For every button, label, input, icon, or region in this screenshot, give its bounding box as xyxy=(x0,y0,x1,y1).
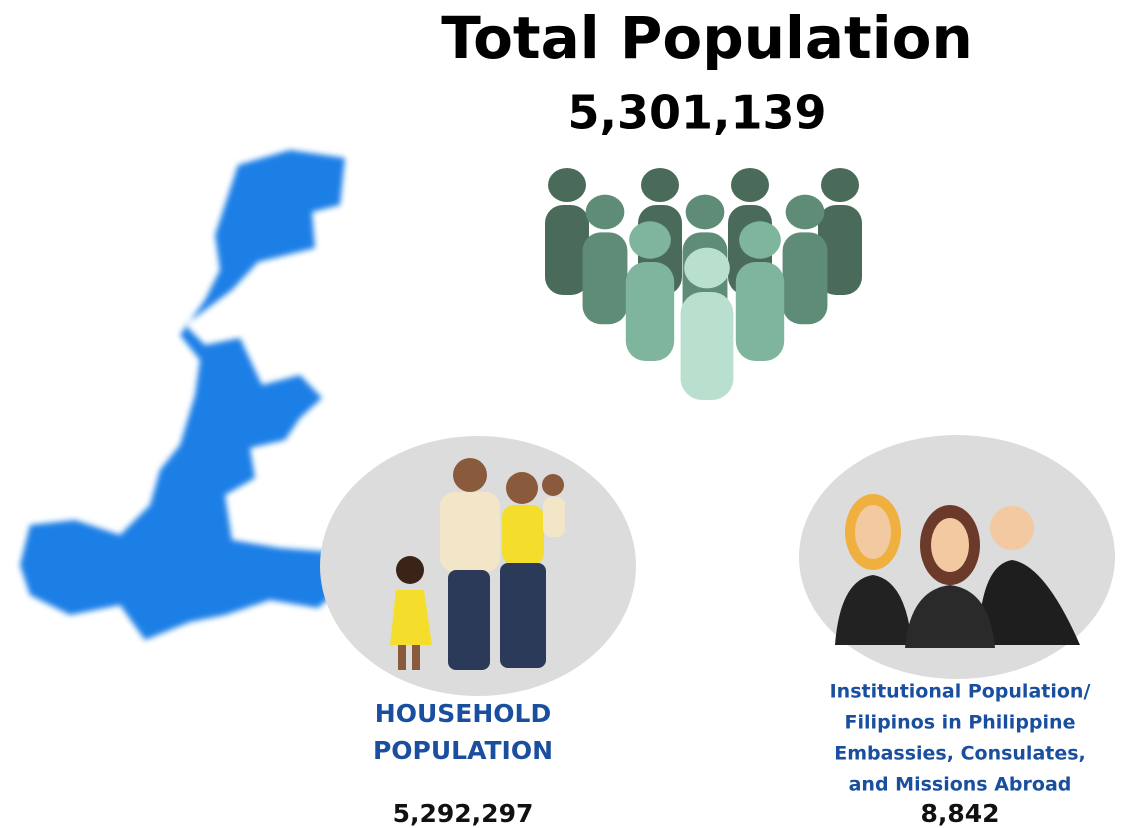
institutional-label: Filipinos in Philippine xyxy=(845,712,1076,734)
household-value: 5,292,297 xyxy=(393,799,534,828)
person-head xyxy=(548,168,586,202)
person-body xyxy=(680,292,734,400)
person-body xyxy=(818,205,862,295)
person-head xyxy=(731,168,769,202)
people-icon xyxy=(545,168,862,400)
person-head xyxy=(685,194,725,230)
professionals-illustration xyxy=(835,494,1080,648)
institutional-value: 8,842 xyxy=(920,799,999,828)
person-body xyxy=(782,232,828,325)
person-head xyxy=(641,168,679,202)
person-body xyxy=(545,205,589,295)
person-head xyxy=(821,168,859,202)
region-map xyxy=(20,150,345,640)
institutional-label: and Missions Abroad xyxy=(849,774,1072,796)
family-illustration xyxy=(390,458,565,670)
person-body xyxy=(625,262,675,361)
title: Total Population xyxy=(441,4,973,72)
person-head xyxy=(629,221,671,259)
person-head xyxy=(684,247,730,289)
person-head xyxy=(785,194,825,230)
person-body xyxy=(582,232,628,325)
person-head xyxy=(739,221,781,259)
institutional-label: Embassies, Consulates, xyxy=(834,743,1086,765)
household-label: HOUSEHOLD xyxy=(375,699,551,728)
institutional-label: Institutional Population/ xyxy=(830,681,1091,703)
household-label: POPULATION xyxy=(373,736,553,765)
total-value: 5,301,139 xyxy=(568,86,827,140)
person-body xyxy=(735,262,785,361)
person-head xyxy=(585,194,625,230)
